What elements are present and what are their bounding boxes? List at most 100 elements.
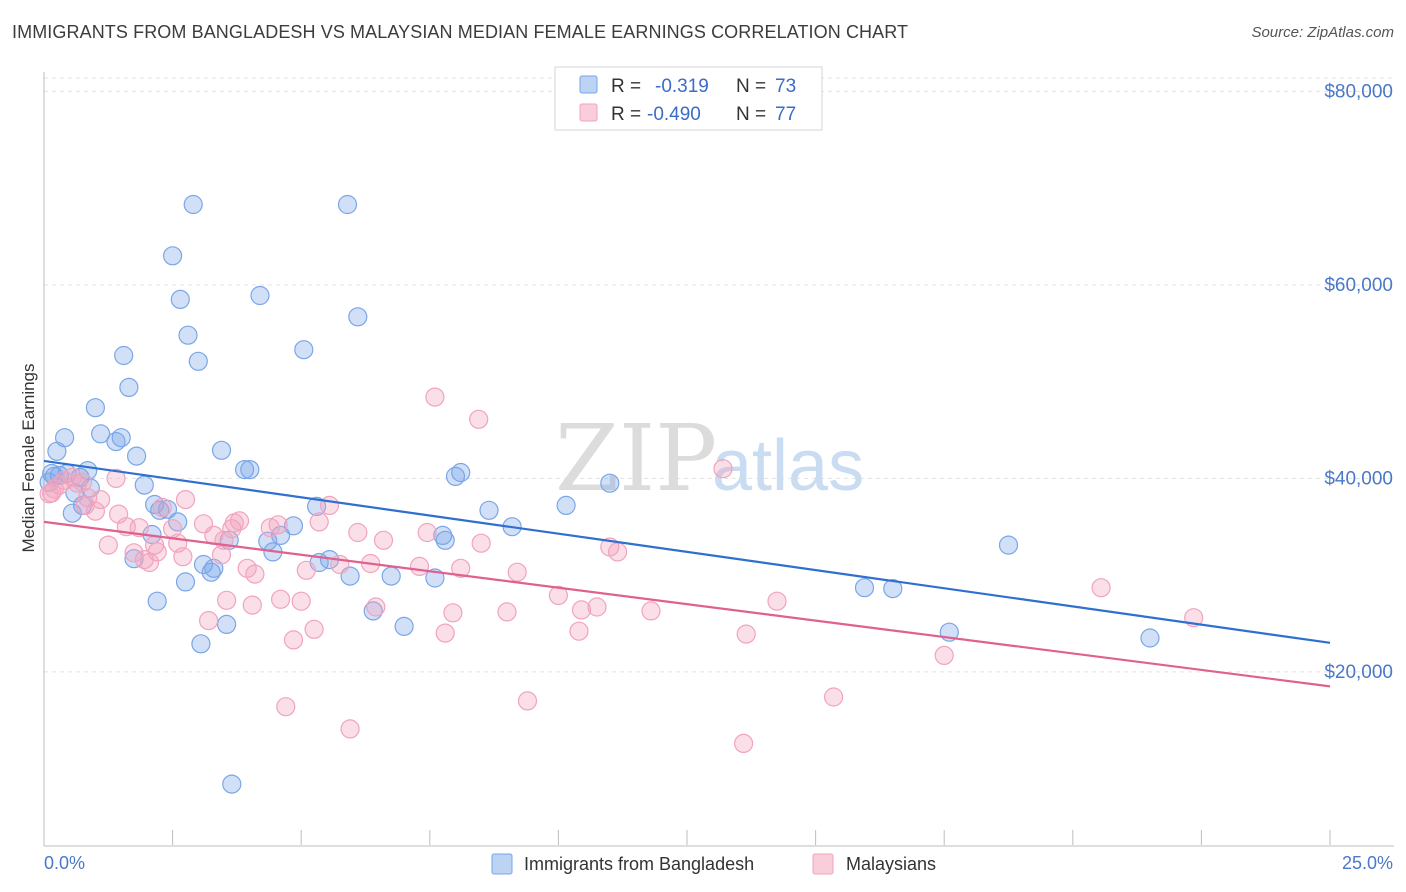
bangladesh-point: [556, 495, 576, 515]
malaysians-point: [471, 533, 491, 553]
bangladesh-point: [191, 634, 211, 654]
series-legend-swatch-bangladesh: [491, 853, 513, 875]
malaysians-point: [242, 595, 262, 615]
bangladesh-point: [250, 285, 270, 306]
bangladesh-point: [222, 774, 242, 794]
malaysians-point: [736, 624, 756, 644]
bangladesh-point: [283, 516, 304, 536]
bangladesh-point: [451, 462, 471, 483]
malaysians-point: [507, 562, 527, 582]
bangladesh-point: [193, 554, 214, 575]
bangladesh-point: [294, 340, 314, 360]
legend-n-value-1: 73: [775, 76, 796, 97]
bangladesh-point: [163, 246, 183, 266]
malaysians-point: [366, 597, 386, 617]
bangladesh-point: [600, 473, 620, 493]
bangladesh-point: [114, 345, 134, 366]
malaysians-point: [548, 585, 569, 606]
malaysians-point: [271, 589, 291, 609]
y-tick-label: $80,000: [1324, 81, 1393, 102]
malaysians-point: [199, 610, 219, 631]
malaysians-point: [283, 630, 304, 650]
y-axis-label: Median Female Earnings: [19, 364, 38, 553]
bangladesh-point: [111, 428, 131, 448]
malaysians-point: [713, 459, 733, 479]
bangladesh-point: [217, 614, 237, 635]
bangladesh-point: [90, 424, 111, 444]
bangladesh-point: [175, 572, 196, 592]
malaysians-point: [409, 556, 430, 577]
bangladesh-point: [235, 460, 255, 480]
malaysians-point: [517, 691, 538, 711]
malaysians-point: [767, 591, 787, 611]
x-tick-label-min: 0.0%: [44, 853, 85, 873]
y-tick-label: $20,000: [1324, 662, 1393, 683]
bangladesh-point: [883, 578, 903, 599]
legend-swatch-pink: [579, 103, 598, 122]
malaysians-point: [147, 542, 167, 562]
watermark-atlas: atlas: [712, 426, 864, 506]
malaysians-point: [607, 542, 628, 562]
malaysians-point: [304, 619, 324, 639]
bangladesh-point: [998, 535, 1019, 555]
malaysians-point: [497, 602, 517, 622]
malaysians-point: [139, 552, 160, 573]
malaysians-point: [129, 518, 149, 538]
malaysians-point: [237, 558, 257, 578]
malaysians-point: [435, 623, 455, 643]
bangladesh-point: [85, 398, 106, 418]
grid-lines: [44, 77, 1394, 673]
malaysians-point: [587, 597, 607, 617]
trend-lines: [43, 459, 1331, 688]
malaysians-point: [175, 490, 196, 510]
malaysians-point: [245, 564, 265, 584]
bangladesh-point: [381, 566, 401, 586]
bangladesh-point: [435, 530, 455, 550]
legend-r-value-1: -0.319: [655, 76, 709, 97]
bangladesh-point: [170, 289, 190, 309]
series-legend-swatch-malaysians: [812, 853, 834, 875]
bangladesh-point: [211, 440, 232, 460]
malaysians-point: [469, 409, 489, 429]
legend-n-label-2: N =: [736, 104, 766, 125]
legend-swatch-blue: [579, 75, 598, 94]
series-legend-label-malaysians: Malaysians: [846, 854, 936, 874]
malaysians-point: [373, 530, 394, 550]
malaysians-point: [309, 512, 329, 532]
malaysians-point: [569, 621, 589, 641]
bangladesh-point: [183, 194, 203, 215]
malaysians-point: [90, 490, 111, 510]
bangladesh-trend-line: [43, 459, 1331, 644]
stats-legend-box: [554, 66, 823, 131]
malaysians-point: [211, 545, 232, 565]
legend-r-label-1: R =: [611, 76, 641, 97]
malaysians-point: [451, 558, 471, 578]
bangladesh-point: [178, 325, 198, 345]
legend-n-label-1: N =: [736, 76, 766, 97]
series-legend-label-bangladesh: Immigrants from Bangladesh: [524, 854, 754, 874]
bangladesh-point: [188, 351, 208, 371]
malaysians-point: [641, 601, 661, 621]
bangladesh-point: [1140, 628, 1160, 648]
bangladesh-point: [119, 377, 139, 397]
malaysians-point: [417, 522, 437, 543]
malaysians-point: [425, 387, 445, 407]
malaysians-point: [229, 511, 250, 531]
bangladesh-point: [127, 446, 147, 466]
bangladesh-point: [337, 194, 358, 215]
series-1-points: [39, 387, 1204, 754]
chart-source: Source: ZipAtlas.com: [1251, 24, 1394, 41]
x-tick-marks: [43, 830, 1331, 845]
bangladesh-point: [854, 578, 875, 598]
bangladesh-point: [394, 616, 414, 637]
malaysians-point: [72, 472, 93, 492]
malaysians-point: [152, 497, 172, 517]
malaysians-point: [62, 467, 82, 487]
malaysians-point: [268, 515, 288, 535]
malaysians-point: [98, 535, 118, 555]
stats-legend: R = -0.319 N = 73 R = -0.490 N = 77: [554, 66, 823, 131]
malaysians-point: [260, 518, 280, 538]
malaysians-point: [85, 501, 106, 521]
bangladesh-point: [240, 460, 260, 480]
bangladesh-point: [479, 500, 499, 520]
